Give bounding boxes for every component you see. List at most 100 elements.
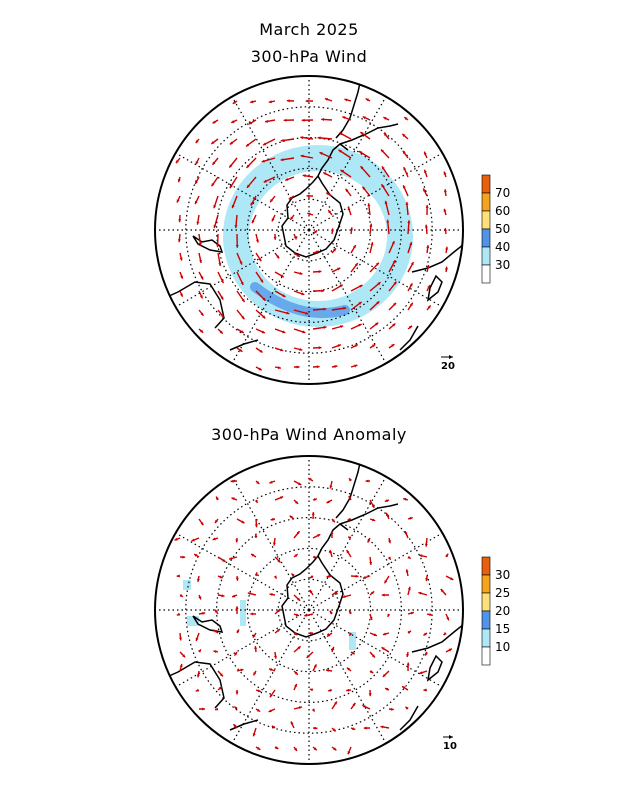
longitude-line: [308, 96, 387, 231]
wind-arrowhead: [289, 515, 293, 519]
wind-arrowhead: [340, 325, 344, 329]
wind-arrowhead: [321, 117, 325, 121]
wind-arrowhead: [325, 668, 329, 672]
colorbar-bin-10-15: [481, 628, 491, 648]
wind-arrowhead: [419, 671, 423, 675]
indonesia-coastline: [229, 339, 259, 351]
wind-arrowhead: [427, 305, 431, 309]
wind-arrowhead: [269, 480, 273, 484]
wind-arrowhead: [323, 172, 327, 176]
wind-arrowhead: [444, 228, 448, 232]
wind-arrowhead: [317, 136, 321, 140]
wind-arrowhead: [326, 574, 330, 578]
wind-arrowhead: [258, 367, 262, 371]
wind-arrowhead: [268, 100, 272, 104]
wind-arrowhead: [317, 534, 321, 537]
wind-arrowhead: [405, 706, 409, 710]
wind-arrowhead: [298, 706, 302, 710]
wind-arrowhead: [337, 344, 341, 348]
wind-arrowhead: [382, 632, 387, 636]
wind-arrowhead: [406, 654, 410, 658]
wind-arrowhead: [405, 569, 409, 573]
wind-arrowhead: [392, 260, 396, 264]
longitude-line: [308, 532, 443, 611]
wind-arrowhead: [176, 199, 180, 203]
wind-arrowhead: [200, 312, 204, 316]
wind-arrowhead: [424, 543, 428, 547]
wind-arrowhead: [283, 118, 287, 122]
wind-arrowhead: [245, 143, 250, 147]
wind-arrowhead: [402, 185, 406, 189]
wind-arrowhead: [196, 578, 200, 582]
wind-arrowhead: [251, 553, 255, 557]
wind-arrowhead: [260, 279, 264, 283]
wind-arrowhead: [252, 634, 256, 638]
wind-arrowhead: [332, 248, 336, 252]
wind-arrowhead: [403, 497, 407, 501]
wind-arrowhead: [246, 184, 250, 188]
wind-arrowhead: [229, 556, 233, 560]
wind-arrowhead: [200, 276, 204, 280]
wind-arrowhead: [235, 244, 239, 248]
lat-lon-grid: [155, 456, 463, 764]
wind-arrowhead: [257, 746, 261, 750]
wind-arrowhead: [376, 301, 380, 305]
wind-arrowhead: [235, 539, 239, 543]
wind-arrowhead: [393, 281, 397, 285]
longitude-line: [308, 476, 387, 611]
wind-arrowhead: [346, 688, 350, 692]
wind-arrowhead: [177, 179, 181, 183]
jet-shading: [223, 145, 413, 327]
wind-arrowhead: [235, 577, 239, 581]
wind-arrowhead: [425, 578, 429, 582]
wind-arrowhead: [313, 498, 317, 502]
wind-arrowhead: [375, 262, 379, 266]
wind-arrowhead: [212, 161, 216, 165]
wind-arrowhead: [360, 132, 364, 136]
colorbar-label: 30: [495, 258, 510, 272]
wind-arrowhead: [443, 189, 447, 193]
wind-arrowhead: [236, 629, 239, 633]
wind-arrowhead: [239, 261, 243, 265]
wind-arrowhead: [235, 691, 239, 695]
reference-vector-label: 10: [443, 741, 457, 752]
wind-arrowhead: [331, 519, 335, 523]
wind-arrowhead: [369, 223, 373, 227]
wind-arrowhead: [390, 707, 394, 711]
wind-arrowhead: [334, 365, 338, 369]
wind-arrowhead: [348, 536, 352, 540]
wind-arrowhead: [371, 591, 375, 595]
south-america-coastline: [335, 457, 399, 525]
wind-arrowhead: [254, 646, 258, 650]
wind-arrowhead: [199, 259, 203, 264]
wind-arrowhead: [352, 727, 356, 731]
wind-arrowhead: [306, 194, 310, 198]
wind-arrowhead: [319, 152, 323, 155]
wind-arrowhead: [381, 166, 385, 170]
wind-arrowhead: [234, 706, 238, 710]
wind-arrowhead: [195, 139, 199, 144]
wind-arrowhead: [270, 517, 274, 521]
wind-arrowhead: [285, 177, 289, 181]
wind-arrowhead: [426, 265, 430, 269]
wind-arrowhead: [216, 496, 219, 500]
wind-arrowhead: [265, 119, 269, 123]
wind-arrowhead: [271, 725, 275, 729]
wind-arrowhead: [254, 534, 258, 538]
wind-arrowhead: [276, 629, 281, 632]
wind-arrowhead: [407, 220, 411, 224]
wind-arrowhead: [316, 365, 320, 369]
wind-arrowhead: [334, 701, 337, 705]
reference-arrowhead: [449, 735, 453, 739]
wind-arrowhead: [263, 179, 267, 183]
wind-arrowhead: [410, 262, 414, 266]
longitude-line: [308, 229, 387, 364]
wind-arrowhead: [305, 311, 309, 315]
wind-arrowhead: [329, 610, 333, 614]
anomaly-shading: [183, 580, 356, 650]
coastline: [159, 77, 463, 351]
wind-arrowhead: [275, 746, 279, 749]
wind-arrowhead: [239, 348, 243, 352]
wind-arrowhead: [371, 654, 375, 658]
wind-arrowhead: [349, 478, 352, 482]
